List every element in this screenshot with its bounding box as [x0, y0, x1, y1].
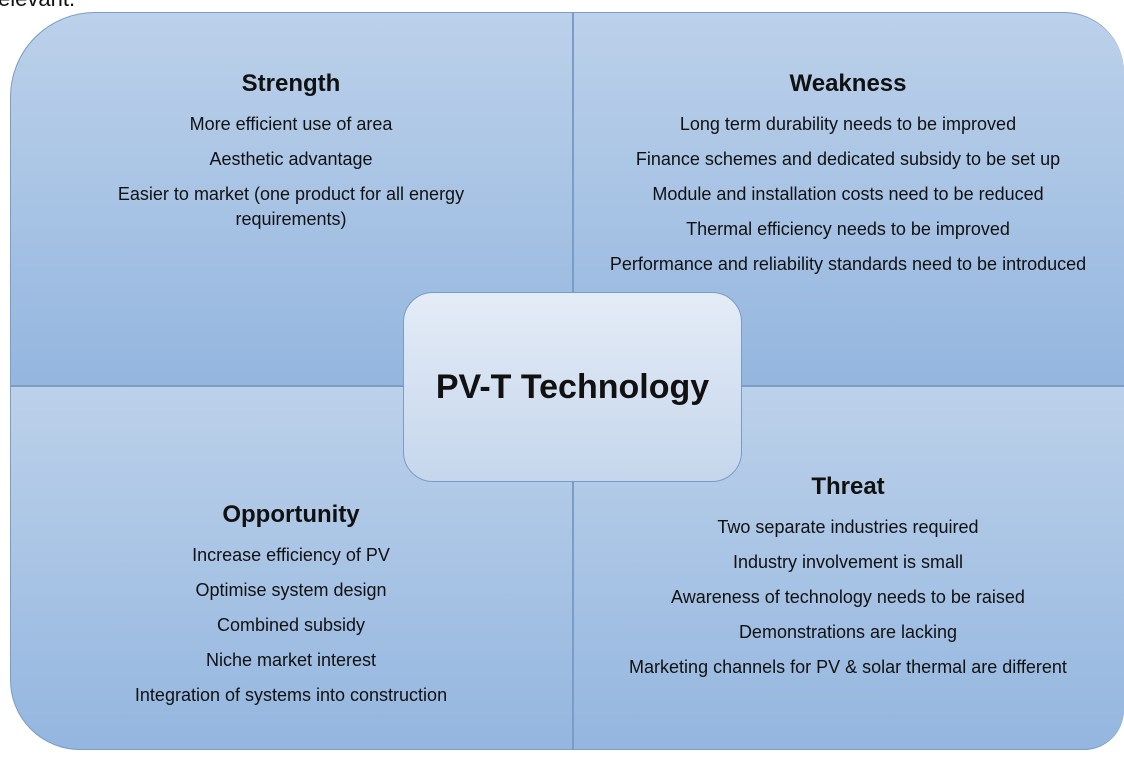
quadrant-item: Marketing channels for PV & solar therma…	[629, 657, 1067, 677]
quadrant-item: Industry involvement is small	[732, 552, 964, 572]
quadrant-item: Easier to market (one product for all en…	[117, 184, 465, 229]
quadrant-title: Opportunity	[222, 501, 360, 528]
quadrant-item: Long term durability needs to be improve…	[679, 114, 1017, 134]
quadrant-item: Thermal efficiency needs to be improved	[686, 219, 1010, 239]
quadrant-item: Performance and reliability standards ne…	[609, 254, 1087, 274]
quadrant-item: Module and installation costs need to be…	[652, 184, 1044, 204]
quadrant-item: Awareness of technology needs to be rais…	[671, 587, 1025, 607]
quadrant-text: Opportunity Increase efficiency of PV Opti…	[66, 502, 516, 718]
quadrant-text: Weakness Long term durability needs to be…	[598, 71, 1098, 287]
quadrant-title: Weakness	[789, 70, 907, 97]
quadrant-item: Finance schemes and dedicated subsidy to…	[635, 149, 1061, 169]
quadrant-item: Aesthetic advantage	[209, 149, 373, 169]
quadrant	[10, 386, 573, 750]
center-box: PV-T Technology	[403, 292, 742, 482]
quadrant-item: Two separate industries required	[717, 517, 979, 537]
quadrant-title: Strength	[241, 70, 341, 97]
quadrant-item: Demonstrations are lacking	[738, 622, 958, 642]
header-fragment: elevant.	[0, 0, 75, 12]
quadrant-text: Threat Two separate industries required In…	[598, 474, 1098, 690]
quadrant-item: Integration of systems into construction	[134, 685, 448, 705]
quadrant-item: Niche market interest	[205, 650, 377, 670]
quadrant-title: Threat	[811, 473, 885, 500]
quadrant-item: Optimise system design	[195, 580, 387, 600]
quadrant-item: Increase efficiency of PV	[192, 545, 390, 565]
quadrant-text: Strength More efficient use of area Aesthe…	[66, 71, 516, 242]
quadrant-item: Combined subsidy	[216, 615, 366, 635]
quadrant-item: More efficient use of area	[189, 114, 393, 134]
